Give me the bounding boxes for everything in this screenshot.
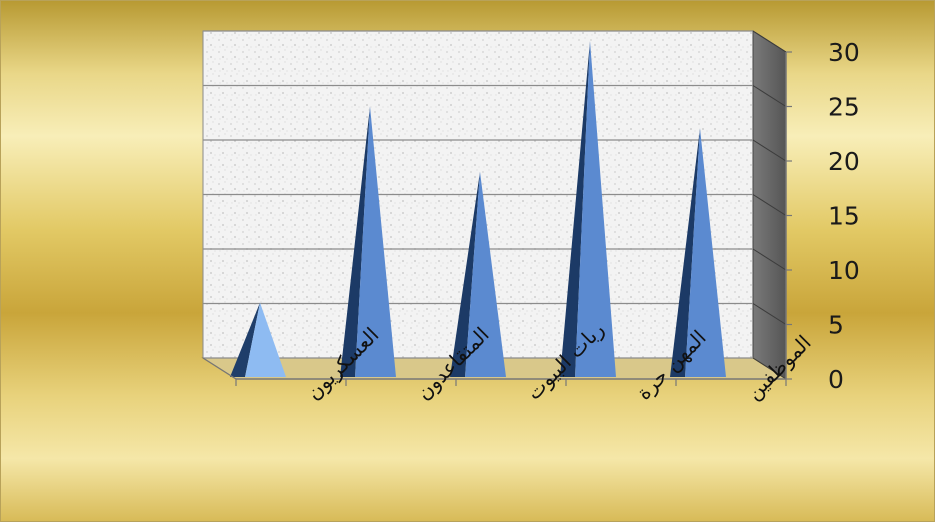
y-tick-label: 0 [828,365,844,394]
side-gridline [752,357,787,380]
floor-edge [202,357,237,380]
pyramid-bar [340,106,396,378]
pyramid-front-face [575,41,616,377]
side-gridline [752,85,787,107]
pyramid-front-face [465,171,506,377]
pyramid-bar [670,128,726,377]
y-tick-label: 25 [828,93,860,122]
pyramid-front-face [245,302,286,377]
y-tick-label: 10 [828,256,860,285]
pyramid-side-face [450,171,480,377]
y-tick-label: 15 [828,202,860,231]
pyramid-side-face [340,106,370,378]
pyramid-bar [230,302,286,377]
side-gridline [752,248,787,271]
side-gridline [752,194,787,216]
y-tick-label: 30 [828,38,860,67]
pyramid-side-face [230,302,260,377]
side-gridline [752,303,787,325]
y-tick-label: 20 [828,147,860,176]
pyramid-front-face [355,106,396,378]
pyramid-side-face [560,41,590,377]
pyramid-front-face [685,128,726,377]
pyramid-bar [560,41,616,377]
y-tick-label: 5 [828,311,844,340]
side-gridline [752,30,787,53]
pyramid-bar [450,171,506,377]
side-gridline [752,139,787,162]
pyramid-side-face [670,128,700,377]
